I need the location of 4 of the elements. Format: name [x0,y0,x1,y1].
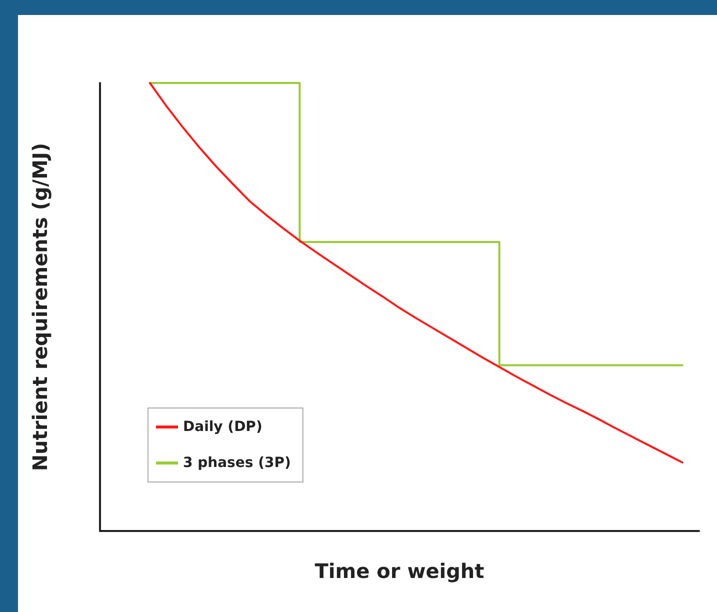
legend-label: Daily (DP) [183,419,262,435]
legend-label: 3 phases (3P) [183,455,291,471]
x-axis-title: Time or weight [314,559,485,583]
y-axis-title: Nutrient requirements (g/MJ) [28,142,52,472]
